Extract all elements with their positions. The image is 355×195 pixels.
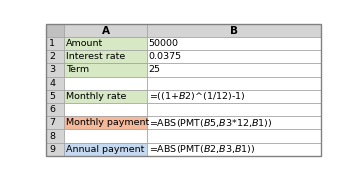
Bar <box>147 116 321 129</box>
Bar <box>65 90 147 103</box>
Text: Monthly rate: Monthly rate <box>66 92 126 101</box>
Bar <box>65 24 147 37</box>
Text: Interest rate: Interest rate <box>66 52 125 61</box>
Text: 6: 6 <box>49 105 55 114</box>
Bar <box>46 24 65 37</box>
Bar <box>65 103 147 116</box>
Bar <box>46 103 65 116</box>
Text: 7: 7 <box>49 118 55 127</box>
Text: =((1+$B$2)^(1/12)-1): =((1+$B$2)^(1/12)-1) <box>149 90 245 102</box>
Text: 2: 2 <box>49 52 55 61</box>
Bar <box>46 63 65 77</box>
Bar <box>147 103 321 116</box>
Text: 3: 3 <box>49 66 55 74</box>
Text: 1: 1 <box>49 39 55 48</box>
Bar <box>46 90 65 103</box>
Bar <box>65 116 147 129</box>
Text: 25: 25 <box>149 66 161 74</box>
Bar <box>147 24 321 37</box>
Bar <box>46 116 65 129</box>
Bar <box>65 50 147 63</box>
Bar <box>147 50 321 63</box>
Bar <box>147 63 321 77</box>
Bar <box>147 90 321 103</box>
Bar <box>46 129 65 143</box>
Bar <box>147 37 321 50</box>
Bar <box>46 50 65 63</box>
Text: 4: 4 <box>49 79 55 88</box>
Text: Amount: Amount <box>66 39 103 48</box>
Text: 8: 8 <box>49 131 55 141</box>
Text: Term: Term <box>66 66 89 74</box>
Text: 5: 5 <box>49 92 55 101</box>
Bar <box>46 143 65 156</box>
Bar <box>46 37 65 50</box>
Bar <box>65 129 147 143</box>
Bar <box>46 24 321 156</box>
Bar <box>147 143 321 156</box>
Text: 50000: 50000 <box>149 39 179 48</box>
Text: A: A <box>102 26 110 35</box>
Text: =ABS(PMT($B$2,$B$3,$B$1)): =ABS(PMT($B$2,$B$3,$B$1)) <box>149 143 255 155</box>
Text: 0.0375: 0.0375 <box>149 52 182 61</box>
Text: Monthly payment: Monthly payment <box>66 118 149 127</box>
Bar <box>147 129 321 143</box>
Text: 9: 9 <box>49 145 55 154</box>
Bar <box>147 77 321 90</box>
Text: =ABS(PMT($B$5,$B$3*12,$B$1)): =ABS(PMT($B$5,$B$3*12,$B$1)) <box>149 117 272 129</box>
Text: Annual payment: Annual payment <box>66 145 144 154</box>
Bar <box>65 37 147 50</box>
Text: B: B <box>230 26 238 35</box>
Bar <box>65 143 147 156</box>
Bar <box>65 77 147 90</box>
Bar <box>46 77 65 90</box>
Bar <box>65 63 147 77</box>
